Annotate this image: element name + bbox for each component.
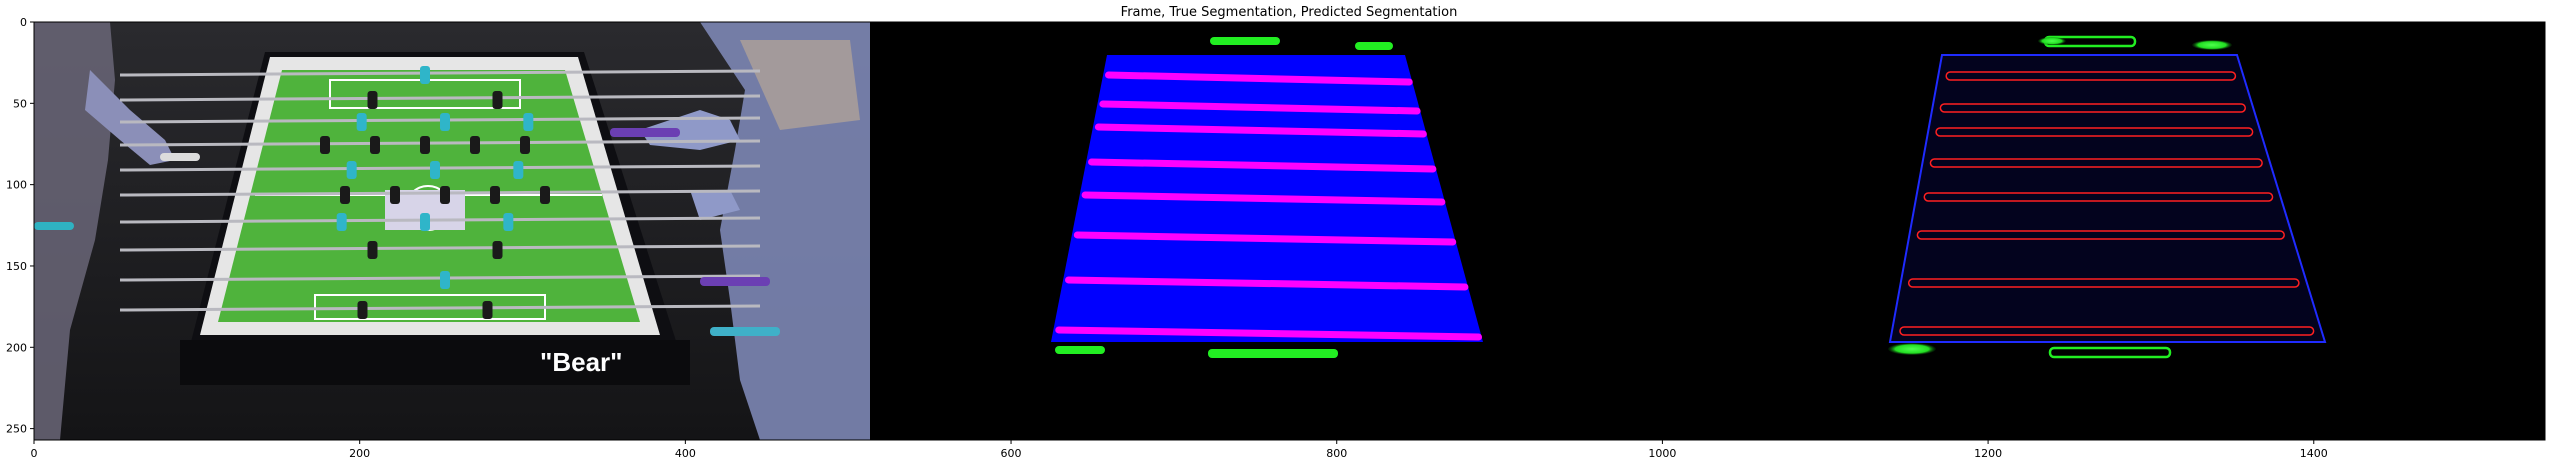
- true-blobs: [1055, 37, 1393, 358]
- foosball-figure: [340, 186, 350, 204]
- right-player-shirt: [740, 40, 860, 130]
- foosball-figure: [520, 136, 530, 154]
- left-player-arm: [85, 70, 175, 165]
- frame-rod: [119, 69, 761, 77]
- true-rod-mask: [1055, 326, 1483, 341]
- true-rod-mask: [1065, 276, 1469, 291]
- frame-rod: [119, 94, 761, 102]
- frame-figures: [320, 66, 550, 319]
- foosball-figure: [420, 213, 430, 231]
- y-tick-label: 0: [20, 16, 27, 29]
- foosball-figure: [470, 136, 480, 154]
- x-tick-label: 1200: [1974, 447, 2002, 460]
- true-segmentation-panel: [1051, 37, 1483, 358]
- foosball-figure: [492, 91, 503, 109]
- x-tick-label: 200: [349, 447, 370, 460]
- frame-rod: [119, 244, 761, 252]
- foosball-figure: [440, 113, 450, 131]
- frame-rod: [119, 216, 761, 224]
- true-rod-mask: [1088, 158, 1437, 173]
- right-player-arm-lower: [690, 190, 740, 220]
- true-rod-mask: [1081, 191, 1446, 206]
- x-tick-label: 800: [1326, 447, 1347, 460]
- foosball-figure: [440, 186, 450, 204]
- foosball-figure: [367, 241, 378, 259]
- frame-rod: [119, 304, 761, 312]
- pred-rod-outlines: [1899, 71, 2315, 336]
- pred-rod-outline: [1945, 71, 2237, 81]
- pred-rod-outline: [1899, 326, 2315, 336]
- image-area: "Bear": [34, 22, 2545, 440]
- foosball-figure: [356, 113, 367, 131]
- foosball-figure: [390, 186, 400, 204]
- y-tick-label: 200: [6, 341, 27, 354]
- y-tick-label: 250: [6, 423, 27, 436]
- true-rod-mask: [1073, 231, 1457, 246]
- x-tick-label: 0: [31, 447, 38, 460]
- predicted-segmentation-panel: [1888, 35, 2327, 359]
- pred-rod-outline: [1907, 278, 2300, 288]
- pred-rod-outline: [1923, 192, 2274, 202]
- pred-rod-outline: [1935, 127, 2254, 137]
- frame-panel: "Bear": [34, 22, 870, 440]
- true-rod-mask: [1099, 100, 1421, 115]
- foosball-figure: [357, 301, 368, 319]
- foosball-figure: [503, 213, 514, 231]
- true-rod-masks: [1055, 71, 1483, 341]
- foosball-figure: [482, 301, 493, 319]
- foosball-figure: [430, 161, 440, 179]
- x-axis: 0 200 400 600 800 1000 1200 1400: [31, 440, 2328, 460]
- rod-handles: [34, 128, 780, 336]
- foosball-figure: [346, 161, 357, 179]
- x-tick-label: 1400: [2300, 447, 2328, 460]
- foosball-figure: [336, 213, 347, 231]
- y-tick-label: 50: [13, 97, 27, 110]
- y-axis: 0 50 100 150 200 250: [6, 16, 34, 436]
- foosball-figure: [523, 113, 534, 131]
- pred-blobs: [1888, 35, 2232, 359]
- pred-table-outline: [1888, 54, 2327, 343]
- foosball-figure: [492, 241, 503, 259]
- foosball-figure: [367, 91, 378, 109]
- foosball-figure: [513, 161, 524, 179]
- x-tick-label: 400: [675, 447, 696, 460]
- foosball-figure: [420, 136, 430, 154]
- left-player: [34, 22, 115, 440]
- pred-table-region: [1890, 55, 2325, 342]
- brand-text: "Bear": [540, 347, 622, 377]
- true-rod-mask: [1105, 71, 1413, 86]
- foosball-figure: [440, 271, 450, 289]
- y-tick-label: 100: [6, 179, 27, 192]
- foosball-figure: [490, 186, 500, 204]
- foosball-figure: [320, 136, 330, 154]
- foosball-figure: [370, 136, 380, 154]
- foosball-figure: [540, 186, 550, 204]
- foosball-figure: [420, 66, 430, 84]
- pred-rod-outline: [1939, 103, 2247, 113]
- y-tick-label: 150: [6, 260, 27, 273]
- frame-rod: [119, 139, 761, 147]
- axes-frame: [33, 21, 2546, 441]
- true-rod-mask: [1094, 123, 1427, 138]
- x-tick-label: 1000: [1648, 447, 1676, 460]
- table-front-panel: [180, 340, 690, 385]
- figure-title: Frame, True Segmentation, Predicted Segm…: [1121, 5, 1458, 20]
- x-tick-label: 600: [1001, 447, 1022, 460]
- pred-rod-outline: [1929, 158, 2263, 168]
- pred-rod-outline: [1916, 230, 2285, 240]
